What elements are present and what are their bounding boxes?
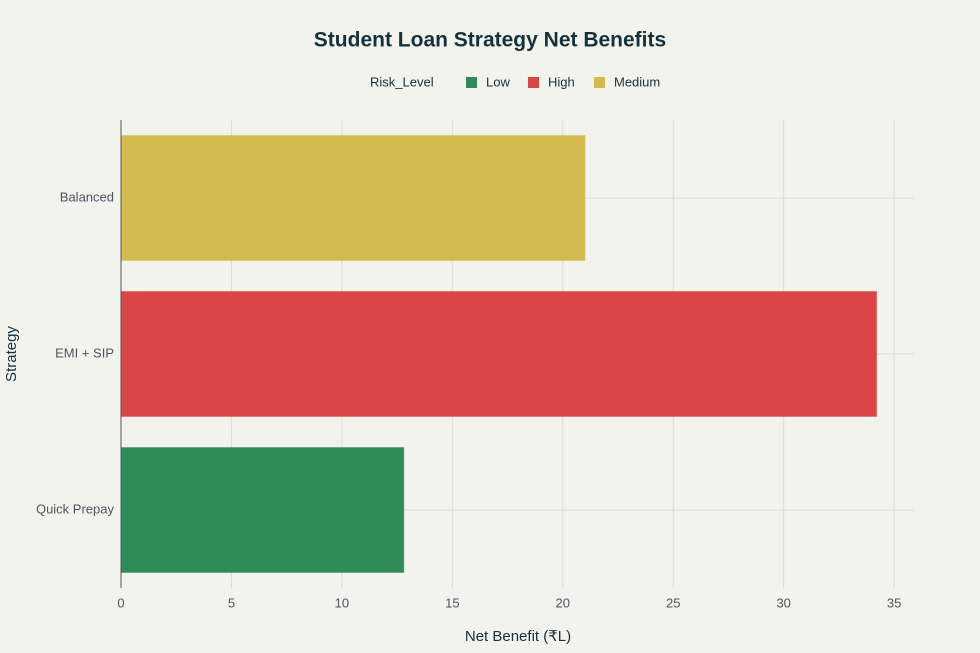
x-tick-label: 20 <box>556 595 570 610</box>
x-tick-label: 30 <box>776 595 790 610</box>
x-tick-label: 35 <box>887 595 901 610</box>
bar <box>120 447 405 573</box>
legend-swatch <box>528 77 539 88</box>
legend-label: Low <box>486 74 510 89</box>
bar <box>120 291 877 417</box>
x-tick-label: 10 <box>335 595 349 610</box>
x-tick-label: 0 <box>117 595 124 610</box>
chart-title: Student Loan Strategy Net Benefits <box>314 29 666 52</box>
x-tick-label: 25 <box>666 595 680 610</box>
legend-swatch <box>594 77 605 88</box>
legend-title: Risk_Level <box>370 74 434 89</box>
x-tick-label: 15 <box>445 595 459 610</box>
y-tick-label: Balanced <box>60 189 114 204</box>
legend-label: High <box>548 74 575 89</box>
x-tick-label: 5 <box>228 595 235 610</box>
y-tick-label: Quick Prepay <box>36 501 115 516</box>
legend-swatch <box>466 77 477 88</box>
x-axis-title: Net Benefit (₹L) <box>465 628 571 645</box>
y-tick-label: EMI + SIP <box>55 345 114 360</box>
bar <box>120 135 586 261</box>
legend-label: Medium <box>614 74 660 89</box>
y-axis-title: Strategy <box>3 326 20 382</box>
